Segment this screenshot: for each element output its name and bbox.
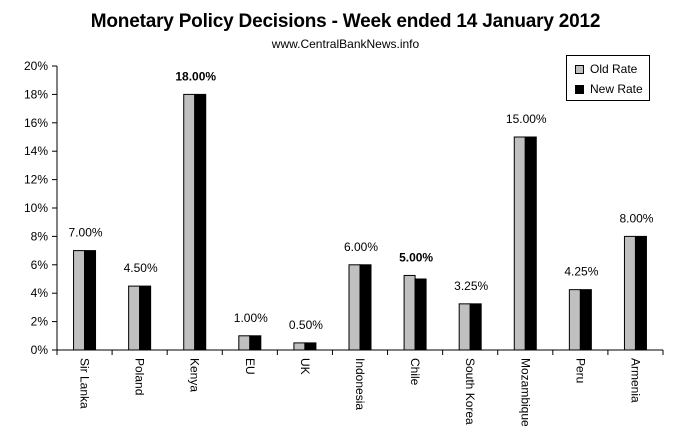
bar-new-rate	[249, 335, 262, 351]
x-category-label: Mozambique	[518, 358, 532, 427]
bar-new-rate	[414, 278, 427, 351]
chart-title: Monetary Policy Decisions - Week ended 1…	[90, 11, 601, 32]
data-label: 7.00%	[69, 226, 103, 240]
bar-old-rate	[183, 93, 196, 351]
x-category-label: Kenya	[188, 358, 202, 392]
y-tick-label: 2%	[31, 315, 49, 329]
y-tick-label: 0%	[31, 343, 49, 357]
legend-swatch-new-rate	[575, 84, 584, 94]
x-category-label: Chile	[408, 358, 422, 386]
data-label: 4.25%	[564, 265, 598, 279]
bar-new-rate	[139, 285, 152, 351]
legend-label-old-rate: Old Rate	[590, 62, 638, 76]
data-label: 15.00%	[506, 112, 547, 126]
bar-new-rate	[84, 250, 97, 351]
legend-item-old-rate: Old Rate	[575, 61, 637, 77]
y-tick-label: 8%	[31, 229, 49, 243]
bar-old-rate	[568, 289, 581, 351]
data-label: 6.00%	[344, 240, 378, 254]
bar-old-rate	[293, 342, 306, 351]
x-category-label: Poland	[133, 358, 147, 395]
y-tick-label: 12%	[24, 173, 48, 187]
bar-new-rate	[579, 289, 592, 351]
legend-label-new-rate: New Rate	[590, 82, 643, 96]
bar-old-rate	[348, 264, 361, 351]
y-tick-label: 18%	[24, 87, 48, 101]
y-tick-label: 14%	[24, 144, 48, 158]
data-label: 1.00%	[234, 311, 268, 325]
bar-old-rate	[238, 335, 251, 351]
bar-old-rate	[513, 136, 526, 351]
y-tick-label: 20%	[24, 59, 48, 73]
y-tick-label: 10%	[24, 201, 48, 215]
x-category-label: EU	[243, 358, 257, 375]
x-category-label: Indonesia	[353, 358, 367, 410]
bar-new-rate	[634, 235, 647, 351]
bar-new-rate	[194, 93, 207, 351]
data-label: 5.00%	[399, 250, 433, 264]
x-category-label: South Korea	[463, 358, 477, 425]
legend-swatch-old-rate	[575, 64, 584, 74]
legend-item-new-rate: New Rate	[575, 81, 643, 97]
y-tick-label: 6%	[31, 258, 49, 272]
y-tick-label: 16%	[24, 116, 48, 130]
bar-new-rate	[524, 136, 537, 351]
x-category-label: UK	[298, 358, 312, 375]
data-label: 4.50%	[124, 261, 158, 275]
data-label: 8.00%	[619, 211, 653, 225]
bar-new-rate	[469, 303, 482, 351]
bar-new-rate	[304, 342, 317, 351]
y-tick-label: 4%	[31, 286, 49, 300]
bar-old-rate	[403, 274, 416, 351]
chart-legend: Old Rate New Rate	[566, 55, 650, 101]
x-category-label: Sir Lanka	[78, 358, 92, 409]
bar-old-rate	[73, 250, 86, 351]
data-label: 3.25%	[454, 279, 488, 293]
bar-old-rate	[623, 235, 636, 351]
data-label: 0.50%	[289, 318, 323, 332]
data-label: 18.00%	[175, 69, 216, 83]
bar-new-rate	[359, 264, 372, 351]
x-category-label: Armenia	[628, 358, 642, 403]
bar-old-rate	[128, 285, 141, 351]
x-category-label: Peru	[573, 358, 587, 383]
bar-old-rate	[458, 303, 471, 351]
chart-subtitle: www.CentralBankNews.info	[271, 37, 420, 51]
